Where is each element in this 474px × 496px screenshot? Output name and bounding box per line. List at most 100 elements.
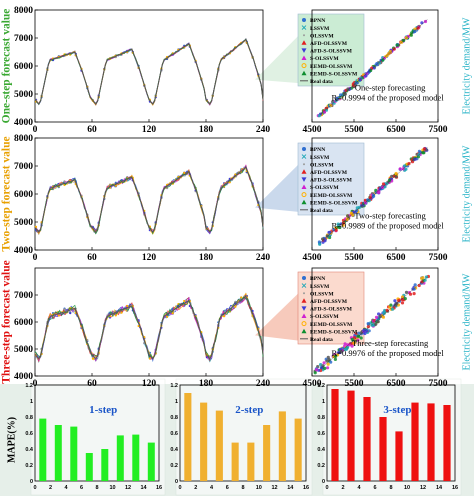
x-tick-label: 16 (452, 485, 458, 491)
scatter-point (355, 81, 359, 85)
x-tick-label: 8 (389, 485, 392, 491)
legend-marker (301, 192, 307, 198)
legend-entry: EEMD-OLSSVM (310, 193, 353, 199)
bar-axes (34, 384, 160, 482)
y-tick-label: 0.2 (317, 463, 325, 469)
legend-entry: BPNN (310, 18, 325, 24)
y-tick-label: 5000 (14, 345, 33, 355)
x-tick-label: 180 (199, 253, 214, 263)
x-tick-label: 10 (256, 485, 262, 491)
left-y-axis-label: Two-step forecast value (1, 136, 13, 251)
legend-marker (301, 298, 307, 303)
x-tick-label: 12 (125, 485, 131, 491)
annotation-r-value: R=0.9994 of the proposed model (331, 93, 444, 103)
scatter-point (357, 205, 361, 210)
legend-marker (301, 177, 307, 182)
scatter-point (363, 331, 367, 336)
series-point (183, 171, 186, 174)
scatter-point (341, 221, 346, 225)
legend-box (297, 13, 365, 87)
y-tick-label: 4000 (14, 118, 33, 128)
mape-bar (395, 431, 403, 481)
fit-line (320, 19, 428, 115)
y-tick-label: 0.6 (170, 431, 178, 437)
scatter-point (318, 242, 322, 246)
y-tick-label: 1.2 (170, 383, 178, 389)
annotation-r-value: R=0.9989 of the proposed model (331, 221, 444, 231)
legend-entry: S-OLSSVM (310, 185, 339, 191)
scatter-point (321, 237, 325, 241)
scatter-point (338, 225, 342, 230)
series-line (34, 166, 264, 236)
series-point (114, 314, 117, 317)
scatter-point (322, 110, 326, 114)
scatter-point (413, 157, 417, 161)
right-y-axis-label: Electricity demand/MW (461, 273, 472, 370)
x-tick-label: 6 (80, 485, 83, 491)
y-tick-label: 1 (30, 399, 33, 405)
mape-bar (200, 402, 208, 481)
legend-entry: EEMD-S-OLSSVM (310, 71, 358, 77)
x-tick-label: 10 (404, 485, 410, 491)
scatter-point (350, 344, 354, 348)
scatter-point (366, 325, 370, 329)
x-tick-label: 16 (156, 485, 162, 491)
scatter-point (346, 214, 350, 218)
legend-entry: Real data (310, 337, 333, 343)
bar-axes (326, 384, 456, 482)
bar-chart-title: 2-step (235, 404, 263, 416)
y-tick-label: 5000 (14, 90, 33, 100)
mape-bar (263, 425, 271, 481)
left-y-axis-label: One-step forecast value (1, 9, 13, 124)
legend-entry: AFD-S-OLSSVM (310, 178, 353, 184)
y-tick-label: 0.4 (170, 447, 179, 453)
y-tick-label: 4000 (14, 372, 33, 382)
y-tick-label: 0 (322, 479, 325, 485)
scatter-point (346, 87, 350, 91)
x-tick-label: 2 (49, 485, 52, 491)
series-point (166, 315, 169, 318)
timeseries-series (34, 164, 264, 236)
legend-marker (301, 321, 307, 327)
y-tick-label: 0.4 (317, 447, 326, 453)
scatter-points (313, 274, 430, 375)
x-tick-label: 16 (303, 485, 309, 491)
scatter-point (370, 323, 374, 327)
bar-axes (179, 384, 307, 482)
legend-marker (301, 55, 307, 60)
series-line (34, 296, 264, 362)
y-tick-label: 7000 (14, 162, 33, 172)
scatter-point (317, 114, 321, 118)
series-line (34, 39, 264, 106)
legend-marker (301, 283, 307, 288)
legend-box (297, 142, 365, 216)
x-tick-label: 8 (241, 485, 244, 491)
series-line (34, 38, 264, 106)
x-tick-label: 4500 (303, 125, 322, 135)
bar-chart-title: 3-step (383, 404, 411, 416)
y-tick-label: 0 (175, 479, 178, 485)
y-tick-label: 0.6 (317, 431, 325, 437)
legend-entry: LSSVM (310, 155, 330, 161)
scatter-point (333, 357, 337, 361)
mape-bar (443, 405, 451, 481)
scatter-point (357, 331, 361, 335)
y-tick-label: 1 (175, 399, 178, 405)
scatter-point (424, 275, 429, 279)
scatter-point (417, 152, 421, 157)
scatter-point (402, 164, 407, 168)
x-tick-label: 60 (87, 125, 97, 135)
y-tick-label: 0.8 (317, 415, 325, 421)
scatter-point (347, 343, 351, 347)
scatter-point (374, 315, 379, 319)
bar-chart-title: 1-step (89, 404, 117, 416)
legend-marker (301, 63, 307, 69)
y-tick-label: 0.6 (25, 431, 33, 437)
mape-bar (54, 425, 62, 481)
legend-entry: LSSVM (310, 26, 330, 32)
legend-entry: S-OLSSVM (310, 56, 339, 62)
scatter-point (404, 167, 408, 171)
series-line (34, 168, 264, 235)
series-line (34, 295, 264, 362)
